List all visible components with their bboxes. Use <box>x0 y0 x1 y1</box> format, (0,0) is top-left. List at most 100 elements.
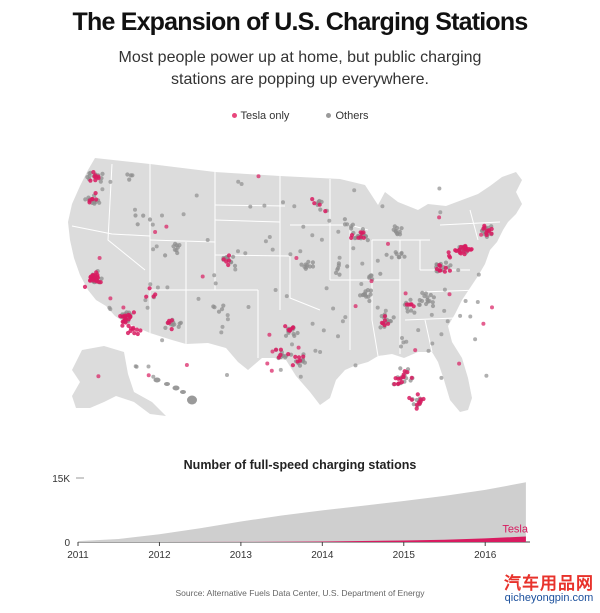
station-point-tesla <box>310 197 315 202</box>
station-point-other <box>484 373 489 378</box>
station-point-tesla <box>415 392 420 397</box>
station-point-tesla <box>200 274 205 279</box>
station-point-tesla <box>421 396 426 402</box>
station-point-tesla <box>118 314 123 319</box>
station-point-other <box>298 249 303 254</box>
station-point-tesla <box>446 250 451 255</box>
station-point-other <box>278 367 283 372</box>
station-point-other <box>246 305 251 309</box>
station-point-tesla <box>95 272 100 277</box>
station-point-tesla <box>94 175 99 180</box>
station-point-other <box>298 374 303 379</box>
station-point-tesla <box>134 327 139 332</box>
station-point-other <box>324 286 329 291</box>
station-point-other <box>398 366 403 371</box>
station-point-other <box>321 328 326 333</box>
station-point-other <box>412 310 417 315</box>
station-point-other <box>337 272 342 277</box>
station-point-other <box>349 226 354 231</box>
station-point-tesla <box>437 215 442 220</box>
x-tick-label: 2014 <box>311 550 334 561</box>
station-point-tesla <box>382 318 388 323</box>
station-point-other <box>221 303 226 308</box>
station-point-other <box>445 319 450 324</box>
station-point-other <box>345 264 350 269</box>
station-point-other <box>384 252 389 257</box>
station-point-other <box>165 285 170 290</box>
station-point-other <box>429 312 434 317</box>
station-point-other <box>430 303 436 309</box>
station-point-other <box>141 213 146 218</box>
station-point-other <box>353 363 358 368</box>
station-point-tesla <box>126 323 131 328</box>
station-point-other <box>196 296 201 301</box>
growth-chart-labels: 0 15K 2011 2012 2013 2014 2015 2016 Tesla <box>52 474 529 561</box>
station-point-other <box>297 363 303 368</box>
station-point-other <box>360 261 365 266</box>
station-point-tesla <box>108 296 113 301</box>
station-point-other <box>146 364 151 369</box>
station-point-other <box>236 179 241 184</box>
station-point-other <box>85 175 90 180</box>
station-point-other <box>220 324 225 329</box>
station-point-other <box>273 288 278 292</box>
station-point-tesla <box>392 382 397 387</box>
station-point-tesla <box>273 347 279 352</box>
station-point-other <box>448 263 453 268</box>
station-point-other <box>378 271 383 276</box>
state-borders <box>71 163 501 358</box>
station-point-other <box>133 213 138 218</box>
station-point-tesla <box>164 224 169 229</box>
station-point-tesla <box>409 375 414 380</box>
station-point-tesla <box>413 348 418 353</box>
station-point-other <box>151 247 156 252</box>
station-point-other <box>393 250 398 255</box>
growth-chart-title: Number of full-speed charging stations <box>183 458 417 472</box>
station-point-other <box>422 293 427 299</box>
station-point-tesla <box>406 302 411 307</box>
station-point-other <box>442 308 447 313</box>
station-point-other <box>360 227 365 232</box>
station-point-other <box>383 308 388 313</box>
station-point-other <box>236 249 240 254</box>
station-point-other <box>327 218 332 223</box>
station-point-other <box>145 305 150 310</box>
station-point-tesla <box>407 395 412 401</box>
growth-chart: 0 15K 2011 2012 2013 2014 2015 2016 Tesla <box>52 474 530 561</box>
station-point-other <box>233 267 238 272</box>
station-point-other <box>100 187 105 192</box>
station-point-other <box>248 204 253 209</box>
station-point-other <box>331 306 336 311</box>
station-point-other <box>442 287 447 292</box>
y-tick-label: 0 <box>64 538 70 549</box>
station-point-other <box>160 338 165 343</box>
station-point-tesla <box>131 325 136 331</box>
station-point-other <box>99 276 104 281</box>
station-point-other <box>243 251 248 256</box>
station-point-other <box>301 224 306 229</box>
station-point-other <box>458 313 463 318</box>
station-point-tesla <box>290 326 295 331</box>
station-point-other <box>402 254 407 259</box>
station-point-other <box>420 290 425 295</box>
station-point-other <box>425 297 430 303</box>
station-point-tesla <box>89 277 94 282</box>
station-point-other <box>437 186 442 191</box>
station-point-other <box>397 255 402 260</box>
station-point-tesla <box>296 355 302 360</box>
station-point-other <box>288 252 293 257</box>
station-point-other <box>391 315 396 320</box>
station-point-other <box>336 229 341 234</box>
station-point-tesla <box>489 231 494 236</box>
station-point-tesla <box>96 374 101 379</box>
station-point-tesla <box>121 305 126 310</box>
page-title: The Expansion of U.S. Charging Stations <box>72 8 529 36</box>
station-point-tesla <box>382 314 387 319</box>
station-point-tesla <box>221 257 226 262</box>
station-point-tesla <box>169 327 174 332</box>
station-point-other <box>225 313 230 318</box>
station-point-other <box>378 325 383 330</box>
station-point-other <box>303 266 308 271</box>
station-point-other <box>299 262 304 267</box>
station-point-tesla <box>361 235 366 240</box>
